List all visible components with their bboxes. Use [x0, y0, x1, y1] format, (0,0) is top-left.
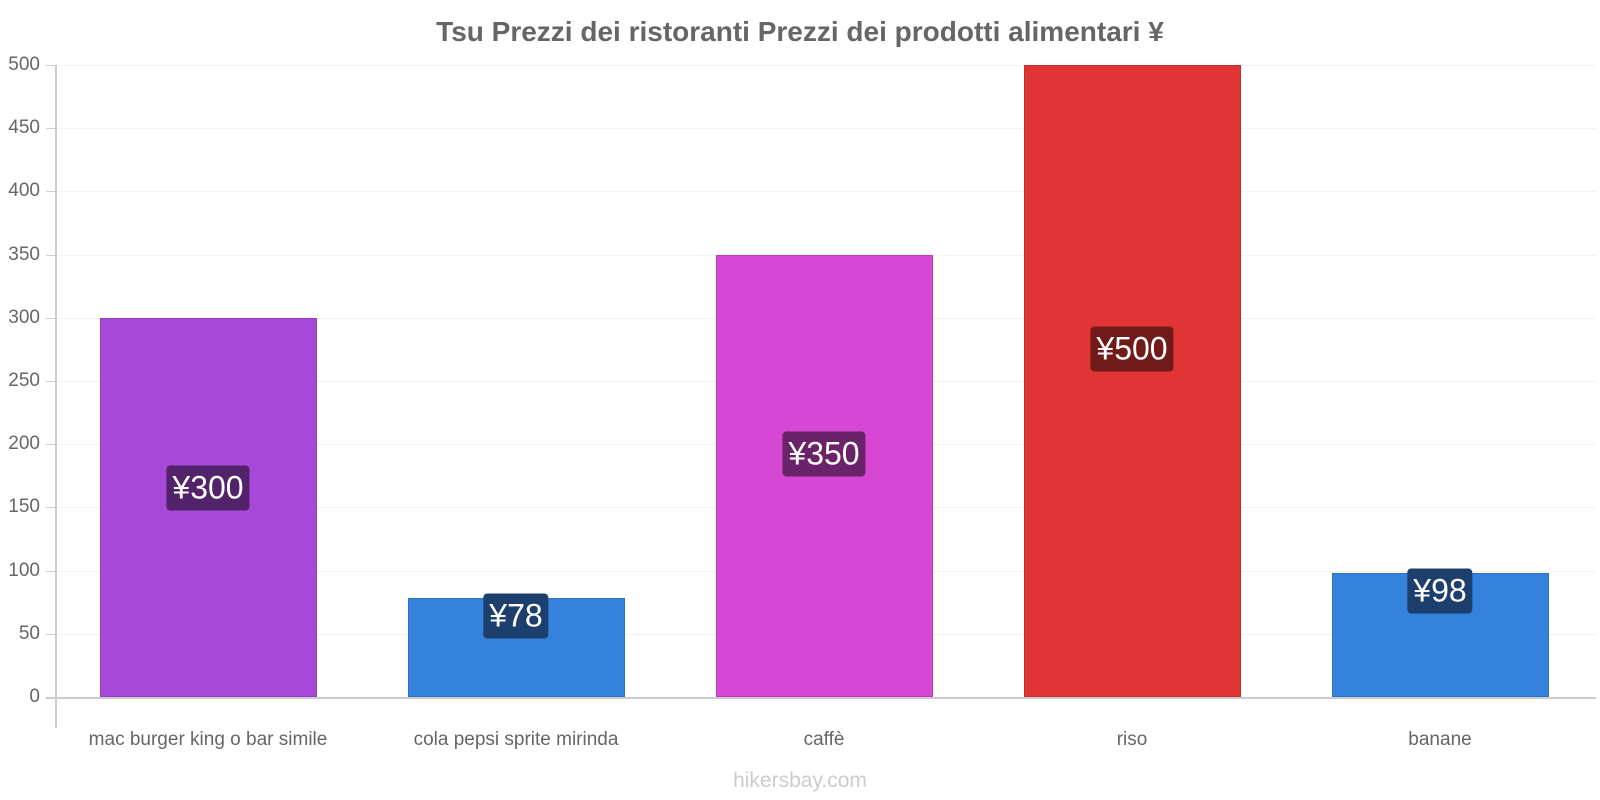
value-label: ¥98: [1407, 569, 1472, 614]
y-tick-label: 250: [0, 370, 40, 392]
gridline: [56, 65, 1596, 66]
y-tick-label: 300: [0, 307, 40, 329]
y-tick-label: 500: [0, 54, 40, 76]
y-tick-label: 200: [0, 433, 40, 455]
x-tick-label: caffè: [804, 729, 845, 751]
value-label: ¥300: [166, 466, 249, 511]
y-tick-label: 50: [0, 623, 40, 645]
gridline: [56, 128, 1596, 129]
bar[interactable]: [1024, 65, 1241, 697]
value-label: ¥78: [483, 594, 548, 639]
y-axis-line: [55, 65, 57, 728]
gridline: [56, 191, 1596, 192]
y-tick-label: 400: [0, 180, 40, 202]
y-tick-label: 100: [0, 560, 40, 582]
y-tick-label: 350: [0, 244, 40, 266]
x-tick-label: mac burger king o bar simile: [89, 729, 328, 751]
chart-title: Tsu Prezzi dei ristoranti Prezzi dei pro…: [0, 16, 1600, 48]
y-tick-label: 0: [0, 686, 40, 708]
value-label: ¥500: [1090, 327, 1173, 372]
x-tick-label: banane: [1408, 729, 1471, 751]
value-label: ¥350: [782, 431, 865, 476]
x-tick-label: riso: [1117, 729, 1148, 751]
watermark: hikersbay.com: [0, 769, 1600, 793]
y-tick-label: 150: [0, 496, 40, 518]
y-tick-label: 450: [0, 117, 40, 139]
x-axis-line: [46, 697, 1596, 699]
x-tick-label: cola pepsi sprite mirinda: [414, 729, 619, 751]
